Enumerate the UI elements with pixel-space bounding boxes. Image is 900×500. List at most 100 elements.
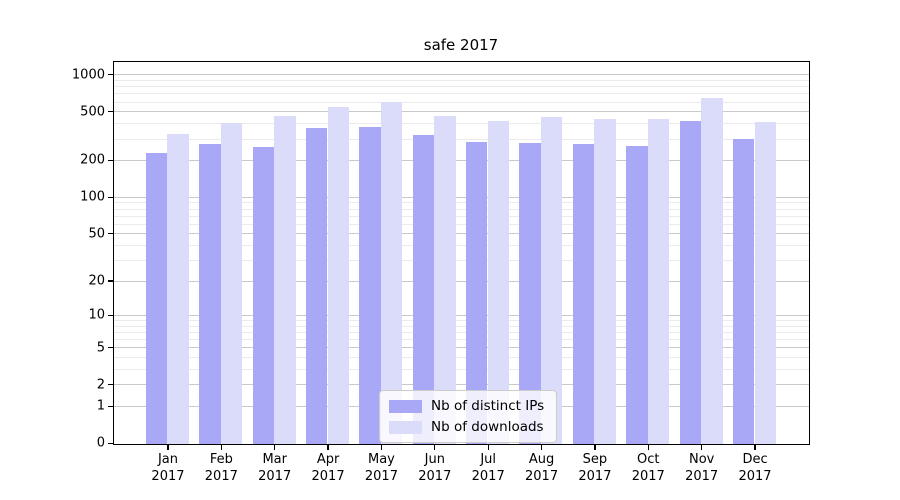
y-tick-mark (108, 384, 113, 386)
bar-distinct-ips-dec (732, 139, 755, 444)
y-tick-label: 200 (80, 152, 105, 168)
gridline-minor (114, 123, 809, 125)
bar-distinct-ips-sep (572, 144, 595, 444)
x-tick-label-sep: Sep 2017 (578, 452, 612, 484)
bar-downloads-jan (167, 134, 189, 444)
gridline-minor (114, 93, 809, 95)
gridline-major (114, 160, 809, 162)
y-tick-mark (108, 314, 113, 317)
gridline-major (114, 347, 809, 349)
x-tick-mark (754, 445, 756, 450)
bar-distinct-ips-mar (252, 146, 274, 444)
legend-label-distinct-ips: Nb of distinct IPs (431, 398, 545, 414)
bar-distinct-ips-jul (466, 142, 488, 444)
y-tick-label: 10 (88, 307, 105, 323)
gridline-major (114, 233, 809, 235)
y-tick-mark (108, 111, 113, 113)
legend-item-distinct-ips: Nb of distinct IPs (389, 398, 544, 414)
bar-downloads-nov (701, 97, 723, 444)
x-tick-label-nov: Nov 2017 (685, 452, 719, 484)
x-tick-label-dec: Dec 2017 (738, 452, 772, 484)
y-tick-label: 50 (88, 226, 105, 242)
bar-downloads-may (380, 101, 403, 444)
gridline-major (114, 384, 809, 386)
x-tick-mark (487, 445, 489, 450)
legend-item-downloads: Nb of downloads (389, 419, 544, 435)
y-tick-label: 2 (96, 377, 105, 393)
gridline-minor (114, 244, 809, 246)
y-tick-label: 100 (80, 189, 105, 205)
x-tick-mark (380, 445, 383, 450)
x-tick-mark (701, 445, 703, 450)
bar-downloads-apr (327, 106, 349, 444)
bar-downloads-sep (594, 118, 616, 444)
gridline-minor (114, 320, 809, 322)
gridline-minor (114, 325, 809, 327)
x-tick-mark (167, 445, 169, 450)
bar-distinct-ips-nov (679, 120, 701, 444)
gridline-minor (114, 208, 809, 210)
legend: Nb of distinct IPs Nb of downloads (379, 390, 558, 443)
bar-distinct-ips-feb (199, 143, 221, 444)
gridline-major (114, 74, 809, 76)
y-tick-mark (108, 280, 113, 282)
bar-downloads-jul (487, 120, 510, 444)
bar-distinct-ips-apr (305, 128, 328, 444)
y-tick-mark (108, 442, 113, 445)
x-tick-mark (434, 445, 436, 450)
gridline-minor (114, 357, 809, 359)
x-tick-label-apr: Apr 2017 (311, 452, 345, 484)
x-tick-label-mar: Mar 2017 (258, 452, 292, 484)
y-tick-mark (108, 74, 113, 76)
gridline-major (114, 280, 809, 282)
bar-distinct-ips-may (359, 127, 381, 444)
gridline-minor (114, 101, 809, 103)
gridline-minor (114, 86, 809, 88)
x-tick-label-oct: Oct 2017 (631, 452, 665, 484)
y-tick-mark (108, 405, 113, 408)
x-tick-mark (274, 445, 276, 450)
bar-distinct-ips-oct (626, 145, 648, 444)
bar-distinct-ips-jun (412, 134, 435, 444)
y-tick-mark (108, 232, 113, 235)
bar-downloads-mar (274, 116, 296, 444)
gridline-minor (114, 138, 809, 140)
bar-downloads-jun (434, 116, 456, 444)
gridline-minor (114, 202, 809, 204)
gridline-minor (114, 332, 809, 334)
x-tick-mark (327, 445, 329, 450)
y-tick-label: 500 (80, 104, 105, 120)
y-tick-mark (108, 196, 113, 198)
legend-swatch-downloads (389, 420, 422, 434)
y-tick-mark (108, 347, 113, 349)
bar-downloads-oct (647, 118, 670, 444)
x-tick-label-jan: Jan 2017 (151, 452, 185, 484)
x-tick-label-aug: Aug 2017 (525, 452, 559, 484)
bar-downloads-dec (754, 121, 776, 444)
gridline-minor (114, 369, 809, 371)
x-tick-mark (220, 445, 222, 450)
x-tick-mark (594, 445, 596, 450)
gridline-minor (114, 339, 809, 341)
x-tick-label-feb: Feb 2017 (204, 452, 238, 484)
legend-swatch-distinct-ips (389, 399, 422, 413)
gridline-minor (114, 259, 809, 261)
y-tick-label: 1000 (71, 67, 105, 83)
x-tick-mark (540, 445, 543, 450)
gridline-minor (114, 80, 809, 82)
x-tick-label-may: May 2017 (364, 452, 398, 484)
y-tick-label: 0 (96, 435, 105, 451)
plot-area (113, 61, 810, 445)
y-tick-mark (108, 159, 113, 162)
gridline-major (114, 196, 809, 198)
bar-downloads-feb (220, 123, 243, 444)
gridline-major (114, 111, 809, 113)
x-tick-label-jun: Jun 2017 (418, 452, 452, 484)
gridline-major (114, 315, 809, 317)
gridline-minor (114, 215, 809, 217)
y-tick-label: 1 (96, 398, 105, 414)
bar-downloads-aug (541, 116, 563, 444)
legend-label-downloads: Nb of downloads (431, 419, 544, 435)
x-tick-label-jul: Jul 2017 (471, 452, 505, 484)
